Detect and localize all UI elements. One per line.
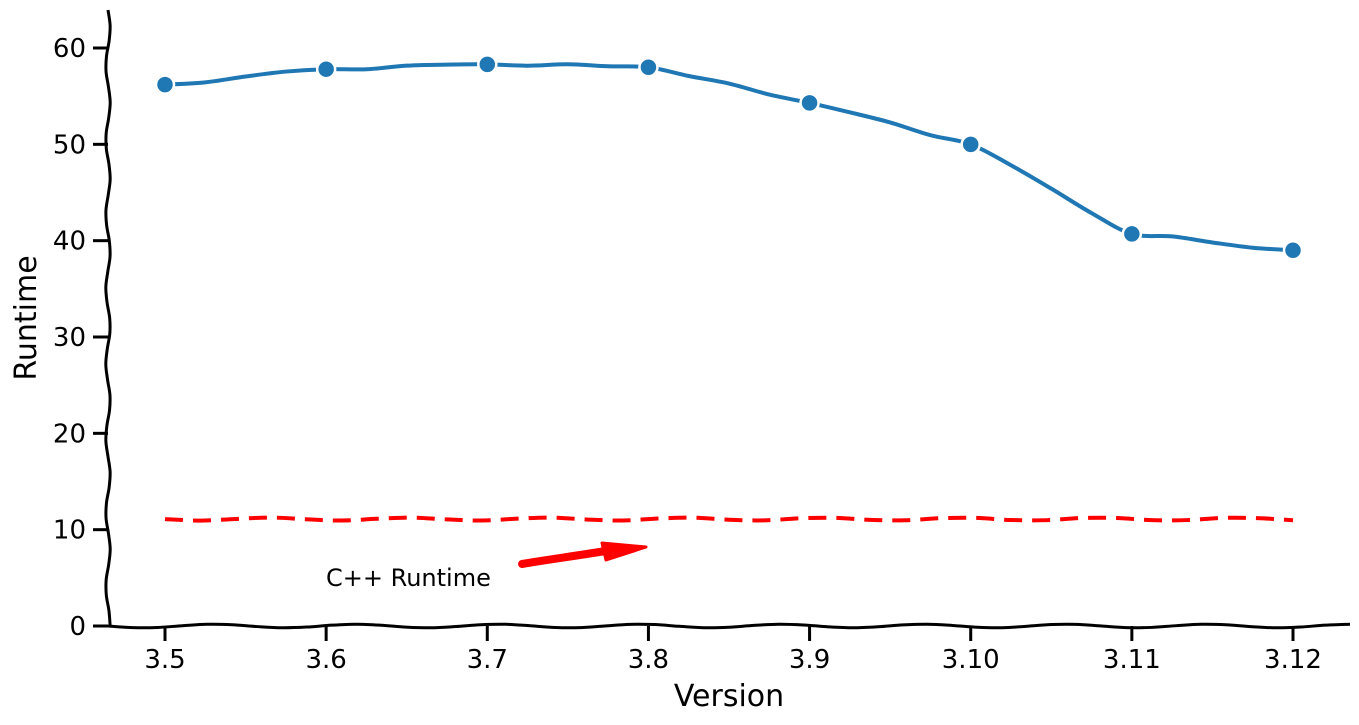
data-point — [960, 134, 981, 155]
data-point — [315, 58, 337, 80]
x-tick-label: 3.6 — [305, 645, 346, 675]
x-tick-label: 3.12 — [1264, 645, 1322, 675]
y-axis-spine — [104, 9, 112, 627]
data-point — [1121, 223, 1143, 245]
x-tick-label: 3.8 — [628, 645, 669, 675]
y-tick-label: 0 — [69, 612, 86, 642]
y-axis-label: Runtime — [9, 255, 44, 380]
annotation-label: C++ Runtime — [326, 564, 491, 592]
y-tick-label: 40 — [53, 227, 86, 257]
annotation-layer: C++ Runtime — [326, 541, 648, 592]
annotation-arrow-head — [600, 541, 648, 562]
series-layer — [154, 54, 1304, 261]
y-tick-label: 50 — [53, 130, 86, 160]
y-tick-label: 10 — [53, 516, 86, 546]
y-tick-label: 60 — [53, 34, 86, 64]
y-axis: 0 10 20 30 40 50 60 — [53, 9, 112, 642]
data-point — [477, 54, 498, 75]
reference-line-layer — [164, 515, 1294, 523]
x-axis-spine — [107, 622, 1351, 630]
annotation-arrow — [518, 546, 616, 568]
data-point — [1282, 240, 1304, 261]
x-tick-label: 3.10 — [942, 645, 1000, 675]
data-point — [154, 74, 176, 95]
x-tick-label: 3.11 — [1103, 645, 1161, 675]
x-axis: 3.5 3.6 3.7 3.8 3.9 3.10 3.11 3.12 — [107, 622, 1351, 675]
x-tick-label: 3.7 — [467, 645, 508, 675]
data-point — [638, 57, 659, 78]
x-tick-label: 3.9 — [789, 645, 830, 675]
y-tick-label: 30 — [53, 323, 86, 353]
data-point — [799, 92, 820, 114]
reference-line — [164, 515, 1294, 523]
x-axis-label: Version — [674, 679, 784, 714]
series-line — [164, 62, 1294, 253]
x-tick-label: 3.5 — [144, 645, 185, 675]
y-tick-label: 20 — [53, 419, 86, 449]
